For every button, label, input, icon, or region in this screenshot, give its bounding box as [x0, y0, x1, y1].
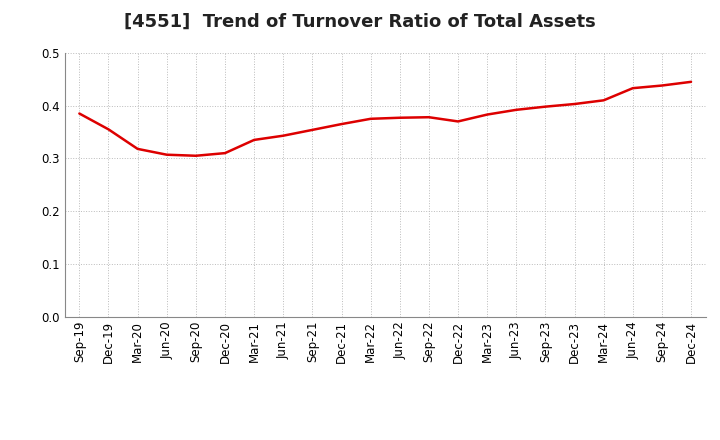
Text: [4551]  Trend of Turnover Ratio of Total Assets: [4551] Trend of Turnover Ratio of Total …	[124, 13, 596, 31]
